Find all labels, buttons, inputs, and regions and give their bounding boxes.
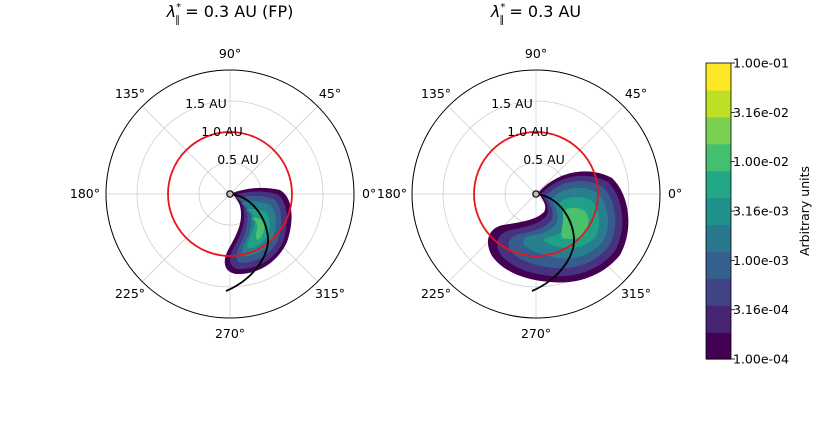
colorbar-tick-label: 1.00e-02	[733, 154, 789, 169]
angle-tick-180: 180°	[377, 186, 407, 201]
sun-marker-left	[226, 190, 234, 198]
radial-tick-1.5: 1.5 AU	[185, 96, 227, 111]
colorbar-band-7	[706, 143, 731, 172]
colorbar-band-10	[706, 63, 731, 91]
panel-title-left: λ* ∥ = 0.3 AU (FP)	[166, 2, 294, 26]
angle-tick-0: 0°	[668, 186, 682, 201]
contour-level-3e-2	[561, 207, 589, 239]
angle-tick-45: 45°	[319, 86, 341, 101]
contour-fill-left	[224, 187, 292, 275]
colorbar-tick-label: 3.16e-02	[733, 105, 789, 120]
angle-ticks-left: 0° 45° 90° 135° 180° 225° 270° 315°	[70, 46, 376, 341]
panel-title-right: λ* ∥ = 0.3 AU	[490, 2, 581, 26]
angle-tick-315: 315°	[315, 286, 345, 301]
radial-tick-1.0: 1.0 AU	[507, 124, 549, 139]
radial-tick-0.5: 0.5 AU	[523, 152, 565, 167]
angle-ticks-right: 0° 45° 90° 135° 180° 225° 270° 315°	[377, 46, 682, 341]
angle-tick-315: 315°	[621, 286, 651, 301]
colorbar-tick-label: 3.16e-04	[733, 302, 789, 317]
radial-tick-1.5: 1.5 AU	[491, 96, 533, 111]
polar-panel-left: λ* ∥ = 0.3 AU (FP) 0°	[70, 2, 376, 341]
angle-tick-180: 180°	[70, 186, 100, 201]
colorbar-band-3	[706, 251, 731, 279]
angle-tick-90: 90°	[219, 46, 241, 61]
colorbar: 1.00e-01 3.16e-02 1.00e-02 3.16e-03 1.00e-03…	[705, 56, 812, 367]
radial-tick-0.5: 0.5 AU	[217, 152, 259, 167]
angle-tick-0: 0°	[362, 186, 376, 201]
colorbar-tick-label: 1.00e-04	[733, 352, 789, 367]
angle-tick-270: 270°	[521, 326, 551, 341]
colorbar-band-0	[706, 332, 731, 360]
colorbar-ticks: 1.00e-01 3.16e-02 1.00e-02 3.16e-03 1.00e-03…	[731, 56, 789, 367]
colorbar-tick-label: 1.00e-01	[733, 56, 789, 71]
colorbar-tick-label: 1.00e-03	[733, 253, 789, 268]
colorbar-bands	[706, 63, 731, 360]
colorbar-band-6	[706, 170, 731, 199]
angle-tick-270: 270°	[215, 326, 245, 341]
angle-tick-90: 90°	[525, 46, 547, 61]
colorbar-band-9	[706, 89, 731, 118]
polar-frame-right	[411, 69, 661, 319]
contour-level-3e-2	[252, 217, 265, 240]
parker-spiral-right	[531, 193, 575, 292]
sun-marker-right	[532, 190, 540, 198]
colorbar-tick-label: 3.16e-03	[733, 204, 789, 219]
colorbar-band-2	[706, 278, 731, 306]
parker-spiral-left	[225, 193, 269, 292]
radial-tick-1.0: 1.0 AU	[201, 124, 243, 139]
colorbar-band-4	[706, 224, 731, 252]
observer-orbit-right	[473, 131, 599, 257]
colorbar-band-8	[706, 116, 731, 145]
angle-tick-45: 45°	[625, 86, 647, 101]
angle-tick-225: 225°	[421, 286, 451, 301]
contour-fill-right	[487, 171, 629, 283]
radial-ticks-left: 0.5 AU 1.0 AU 1.5 AU	[185, 96, 259, 167]
polar-frame-left	[105, 69, 355, 319]
angle-tick-135: 135°	[115, 86, 145, 101]
radial-ticks-right: 0.5 AU 1.0 AU 1.5 AU	[491, 96, 565, 167]
colorbar-band-5	[706, 197, 731, 226]
colorbar-band-1	[706, 305, 731, 333]
angle-tick-225: 225°	[115, 286, 145, 301]
angle-tick-135: 135°	[421, 86, 451, 101]
colorbar-label: Arbitrary units	[797, 166, 812, 256]
observer-orbit-left	[167, 131, 293, 257]
polar-panel-right: λ* ∥ = 0.3 AU 0°	[377, 2, 682, 341]
